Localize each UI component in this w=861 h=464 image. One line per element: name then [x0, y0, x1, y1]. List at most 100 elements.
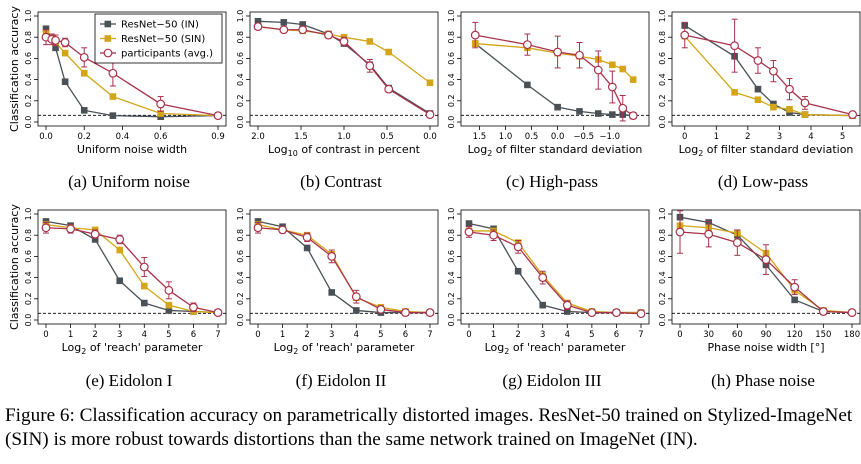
data-point [538, 273, 548, 283]
legend-label: ResNet−50 (SIN) [121, 34, 205, 45]
x-tick-label: 5 [166, 330, 171, 340]
x-tick-label: 0.0 [551, 132, 565, 142]
y-tick-label: 0.2 [24, 292, 33, 305]
x-tick-label: 0 [677, 330, 682, 340]
data-point [754, 96, 762, 104]
data-point [80, 107, 88, 114]
x-tick-label: 0 [466, 330, 471, 340]
y-tick-label: 0.6 [658, 250, 667, 263]
x-axis-label: Log10 of contrast in percent [268, 143, 421, 158]
data-point [489, 230, 498, 240]
figure-caption: Figure 6: Classification accuracy on par… [5, 405, 853, 450]
data-point [52, 44, 59, 52]
x-tick-label: 7 [427, 330, 432, 340]
x-tick-label: 2 [515, 330, 520, 340]
data-point [790, 282, 800, 292]
data-point [513, 242, 523, 252]
subfigure-caption-g: (g) Eidolon III [502, 371, 602, 390]
data-point [425, 308, 435, 317]
x-tick-label: 1 [280, 330, 285, 340]
x-tick-label: 90 [761, 330, 772, 340]
y-axis-label: Classification accuracy [8, 6, 21, 132]
data-point [732, 238, 742, 248]
data-point [116, 277, 124, 285]
data-point [376, 305, 386, 314]
x-tick-label: 3 [540, 330, 545, 340]
subfigure-caption-b: (b) Contrast [300, 172, 382, 191]
x-tick-label: 0 [682, 132, 687, 142]
plot-frame [460, 11, 650, 127]
subfigure-caption-d: (d) Low-pass [717, 172, 809, 191]
subfigure-caption-a: (a) Uniform noise [68, 172, 190, 191]
x-tick-label: 0.0 [39, 132, 53, 142]
x-tick-label: 2 [304, 330, 309, 340]
x-tick-label: 60 [732, 330, 743, 340]
x-tick-label: 4 [354, 330, 359, 340]
data-point [791, 296, 798, 304]
data-point [164, 285, 174, 295]
y-tick-label: 0.6 [447, 52, 456, 65]
data-point [66, 224, 75, 234]
data-point [108, 68, 118, 78]
x-tick-label: 5 [378, 330, 383, 340]
data-point [465, 220, 473, 227]
data-point [109, 112, 117, 119]
x-tick-label: 2 [745, 132, 750, 142]
legend-marker [103, 48, 113, 58]
data-point [299, 21, 307, 28]
data-point [109, 93, 117, 100]
y-tick-label: 0.8 [447, 229, 456, 242]
y-tick-label: 1.0 [24, 208, 33, 221]
x-tick-label: 1 [491, 330, 496, 340]
data-point [753, 56, 763, 65]
data-point [426, 79, 434, 87]
y-tick-label: 1.0 [236, 10, 245, 23]
x-axis-label: Phase noise width [°] [708, 341, 825, 354]
x-tick-label: 5 [840, 132, 845, 142]
x-axis-label: Log2 of 'reach' parameter [274, 341, 415, 356]
x-tick-label: −1.0 [599, 132, 620, 142]
x-tick-label: 0.2 [77, 132, 91, 142]
y-tick-label: 0.4 [658, 73, 667, 86]
x-tick-label: 7 [215, 330, 220, 340]
data-point [464, 227, 474, 237]
data-point [42, 25, 50, 33]
x-tick-label: 120 [787, 330, 803, 340]
data-point [41, 223, 51, 233]
x-tick-label: 1.5 [473, 132, 487, 142]
legend-label: ResNet−50 (IN) [121, 20, 199, 31]
subplot-f: 0.0 0.2 0.4 0.6 0.8 1.0 0 1 2 3 4 5 6 7 Log2 of 'reach… [236, 208, 439, 356]
data-point [61, 78, 69, 86]
y-tick-label: 0.8 [447, 31, 456, 44]
data-point [539, 301, 547, 309]
x-tick-label: 1 [714, 132, 719, 142]
data-point [636, 309, 646, 319]
data-point [115, 235, 125, 244]
x-tick-label: 4 [808, 132, 813, 142]
x-tick-label: 0.4 [116, 132, 130, 142]
subfigure-caption-c: (c) High-pass [505, 172, 599, 191]
x-axis-label: Log2 of 'reach' parameter [485, 341, 626, 356]
x-tick-label: 3 [329, 330, 334, 340]
data-point [801, 111, 809, 118]
data-point [587, 308, 597, 317]
series-line-2 [468, 231, 642, 315]
data-point [384, 84, 394, 94]
data-point [365, 61, 375, 71]
y-tick-label: 1.0 [658, 208, 667, 221]
data-point [254, 18, 262, 25]
data-point [618, 103, 628, 113]
y-tick-label: 0.6 [447, 250, 456, 263]
data-point [704, 229, 714, 239]
data-point [553, 47, 563, 57]
x-tick-label: 1 [68, 330, 73, 340]
data-point [116, 246, 124, 254]
x-tick-label: 0.0 [423, 132, 437, 142]
x-tick-label: 3 [117, 330, 122, 340]
plot-frame [37, 209, 227, 325]
data-point [366, 38, 374, 45]
y-tick-label: 0.6 [24, 250, 33, 263]
data-point [818, 307, 828, 316]
y-tick-label: 0.6 [658, 52, 667, 65]
